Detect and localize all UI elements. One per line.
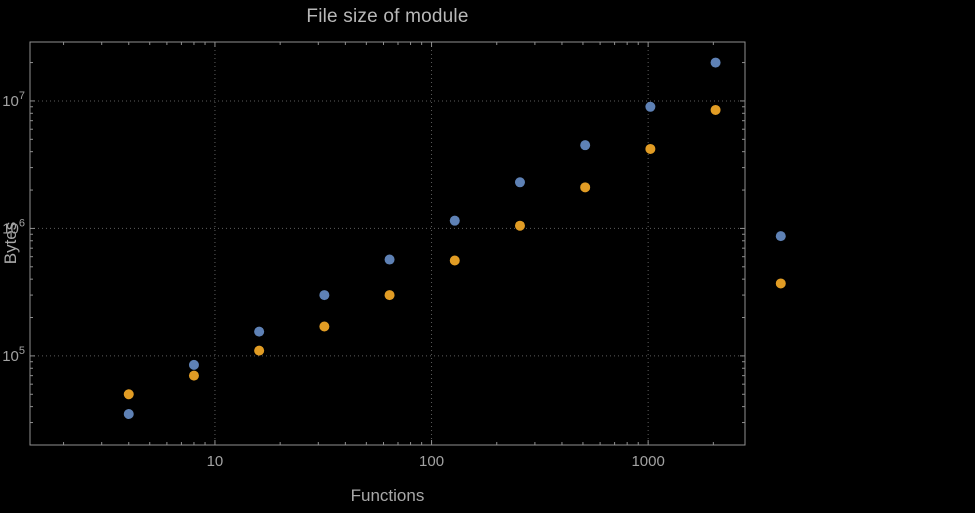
data-point-orange [775, 278, 786, 289]
data-point-orange [319, 321, 330, 332]
x-tick-label: 10 [207, 453, 224, 470]
data-point-blue [449, 215, 460, 226]
data-point-orange [645, 143, 656, 154]
data-point-orange [123, 389, 134, 400]
data-point-blue [580, 140, 591, 151]
data-point-orange [188, 370, 199, 381]
plot-frame [29, 41, 746, 446]
data-point-blue [775, 231, 786, 242]
chart-title: File size of module [306, 6, 469, 27]
data-point-orange [514, 220, 525, 231]
data-point-blue [710, 57, 721, 68]
data-point-orange [254, 345, 265, 356]
y-tick-label: 107 [2, 90, 25, 110]
x-axis-label: Functions [350, 486, 425, 505]
x-tick-label: 100 [419, 453, 444, 470]
data-point-blue [319, 290, 330, 301]
data-point-orange [710, 104, 721, 115]
data-point-blue [188, 359, 199, 370]
data-point-blue [645, 101, 656, 112]
y-tick-label: 106 [2, 217, 25, 237]
data-point-orange [580, 182, 591, 193]
data-point-blue [254, 326, 265, 337]
data-point-orange [449, 255, 460, 266]
data-point-orange [384, 290, 395, 301]
x-tick-label: 1000 [631, 453, 664, 470]
y-tick-label: 105 [2, 345, 25, 365]
data-point-blue [123, 409, 134, 420]
data-point-blue [384, 254, 395, 265]
data-point-blue [514, 177, 525, 188]
